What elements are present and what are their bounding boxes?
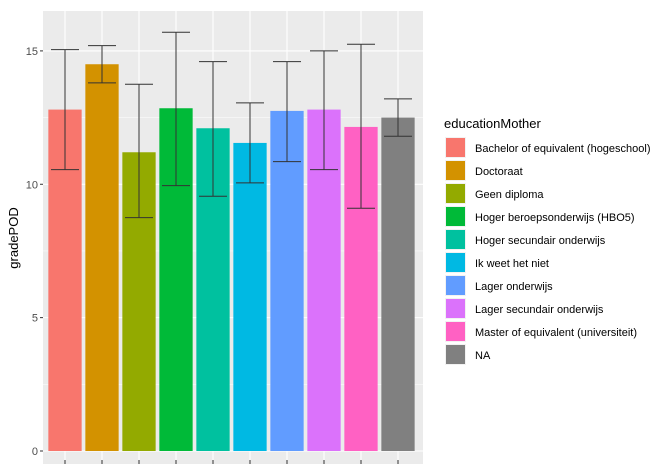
- legend-swatch: [446, 253, 465, 272]
- legend-swatch: [446, 161, 465, 180]
- legend-swatch: [446, 299, 465, 318]
- legend-swatch: [446, 207, 465, 226]
- legend-swatch: [446, 322, 465, 341]
- legend-label: Doctoraat: [475, 166, 523, 178]
- legend-label: NA: [475, 350, 491, 362]
- y-axis-title: gradePOD: [6, 207, 21, 268]
- legend-label: Lager secundair onderwijs: [475, 304, 604, 316]
- legend-label: Hoger secundair onderwijs: [475, 235, 606, 247]
- y-axis: 0 5 10 15: [26, 46, 43, 458]
- legend-title: educationMother: [444, 116, 542, 131]
- legend-label: Geen diploma: [475, 189, 544, 201]
- legend-label: Lager onderwijs: [475, 281, 553, 293]
- legend-label: Bachelor of equivalent (hogeschool): [475, 143, 651, 155]
- bar: [270, 110, 304, 451]
- legend-swatch: [446, 345, 465, 364]
- x-axis-ticks: [64, 460, 399, 464]
- y-tick-label: 5: [32, 313, 38, 325]
- legend-swatch: [446, 184, 465, 203]
- bar: [233, 142, 267, 451]
- y-tick-label: 0: [32, 446, 38, 458]
- error-bars: [51, 31, 412, 219]
- legend-label: Master of equivalent (universiteit): [475, 327, 637, 339]
- legend-swatch: [446, 138, 465, 157]
- bar: [85, 64, 119, 451]
- legend: educationMother Bachelor of equivalent (…: [444, 116, 651, 365]
- y-tick-label: 10: [26, 179, 38, 191]
- bar: [381, 117, 415, 451]
- legend-label: Hoger beroepsonderwijs (HBO5): [475, 212, 635, 224]
- legend-label: Ik weet het niet: [475, 258, 549, 270]
- legend-items: Bachelor of equivalent (hogeschool) Docto…: [445, 137, 651, 365]
- legend-swatch: [446, 276, 465, 295]
- legend-swatch: [446, 230, 465, 249]
- bars: [48, 64, 415, 452]
- y-tick-label: 15: [26, 46, 38, 58]
